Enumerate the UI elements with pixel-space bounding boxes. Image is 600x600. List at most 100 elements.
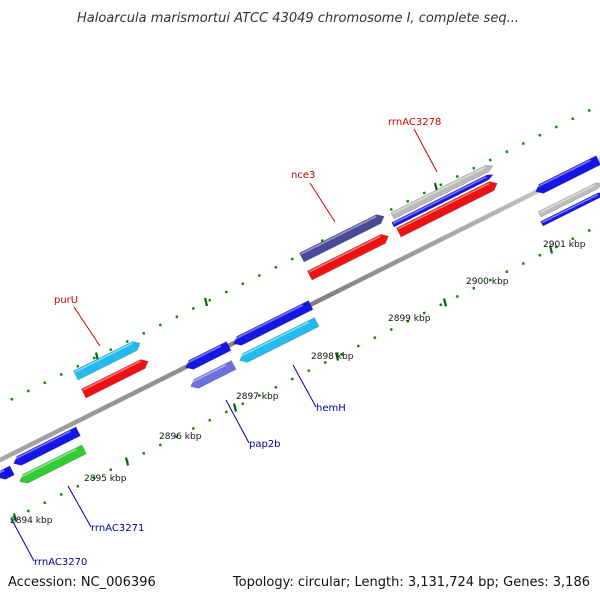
minor-tick	[505, 270, 509, 274]
gene-arrow	[233, 300, 314, 346]
gene-leader-line	[67, 485, 92, 528]
gene-leader-line	[73, 306, 101, 347]
minor-tick	[422, 191, 426, 195]
tick-label: 2895 kbp	[84, 474, 127, 484]
minor-tick	[109, 468, 113, 472]
minor-tick	[26, 509, 30, 513]
minor-tick	[307, 369, 311, 373]
minor-tick	[406, 199, 410, 203]
gene-arrow	[13, 426, 81, 466]
gene-arrow	[0, 465, 15, 480]
minor-tick	[571, 237, 575, 241]
gene-arrow-highlight	[0, 469, 5, 474]
minor-tick	[241, 282, 245, 286]
minor-tick	[587, 229, 591, 232]
minor-tick	[59, 493, 63, 496]
gene-labels: purU nce3 rrnAC3278 rrnAC3270 rrnAC3271 pap2b…	[11, 117, 441, 568]
gene-features	[0, 155, 600, 484]
minor-tick	[59, 373, 63, 376]
tick-labels: 2894 kbp 2895 kbp 2896 kbp 2897 kbp 2898 kbp…	[10, 240, 586, 526]
gene-leader-line	[225, 399, 250, 444]
minor-tick	[142, 451, 146, 455]
gene-leader-line	[292, 364, 317, 408]
gene-arrow	[190, 360, 237, 389]
gene-arrow	[535, 155, 600, 194]
minor-tick	[340, 352, 344, 356]
minor-tick	[175, 315, 179, 319]
tick-label: 2900 kbp	[466, 277, 509, 287]
minor-tick	[92, 476, 96, 480]
gene-leader-line	[309, 182, 336, 223]
map-title: Haloarcula marismortui ATCC 43049 chromo…	[77, 11, 519, 26]
minor-tick	[208, 298, 212, 302]
minor-tick	[158, 443, 162, 447]
minor-tick	[521, 262, 525, 265]
minor-tick	[538, 133, 542, 137]
accession-text: Accession: NC_006396	[8, 575, 156, 590]
minor-tick	[241, 402, 245, 406]
minor-tick	[389, 208, 393, 211]
gene-arrow	[239, 317, 320, 363]
minor-tick	[274, 265, 278, 269]
gene-arrow-highlight	[184, 345, 222, 365]
gene-arrow	[390, 165, 494, 220]
gene-arrow	[299, 214, 385, 263]
major-tick	[232, 403, 238, 412]
minor-tick	[472, 286, 476, 290]
major-tick	[12, 513, 18, 522]
gene-arrow-highlight	[534, 159, 591, 189]
gene-label: rrnAC3271	[91, 523, 144, 534]
minor-tick	[208, 418, 212, 422]
minor-tick	[455, 175, 459, 178]
tick-label: 2896 kbp	[159, 432, 202, 442]
minor-tick	[175, 435, 179, 439]
major-tick	[203, 297, 209, 307]
gene-arrow-highlight	[232, 304, 304, 341]
gene-arrow-highlight	[18, 448, 77, 479]
minor-tick	[191, 307, 195, 310]
gene-leader-line	[413, 128, 438, 173]
tick-label: 2901 kbp	[543, 240, 586, 250]
minor-tick	[406, 319, 410, 323]
minor-tick	[422, 311, 426, 315]
gene-arrow	[19, 444, 87, 484]
minor-tick	[43, 381, 47, 385]
gene-arrow	[391, 174, 494, 228]
tick-label: 2899 kbp	[388, 314, 431, 324]
minor-tick	[521, 142, 525, 145]
minor-tick	[356, 344, 360, 348]
minor-tick	[92, 356, 96, 360]
gene-arrow	[396, 181, 498, 238]
gene-arrow-highlight	[82, 360, 141, 391]
minor-tick	[109, 348, 113, 352]
minor-tick	[26, 389, 30, 393]
tick-label: 2894 kbp	[10, 516, 53, 526]
gene-arrow-highlight	[300, 215, 377, 255]
gene-arrow	[81, 359, 149, 399]
gene-label: nce3	[291, 170, 315, 181]
minor-tick	[439, 183, 443, 187]
gene-arrow-highlight	[397, 182, 490, 230]
gene-leader-line	[11, 519, 35, 562]
minor-tick	[389, 328, 393, 331]
minor-tick	[76, 484, 80, 488]
minor-tick	[76, 364, 80, 368]
major-tick	[442, 298, 448, 307]
major-tick	[433, 182, 439, 192]
minor-tick	[257, 394, 261, 397]
minor-tick	[439, 303, 443, 307]
gene-arrow-highlight	[238, 321, 310, 358]
gene-label: rrnAC3278	[388, 117, 441, 128]
minor-tick	[290, 377, 294, 381]
tick-label: 2898 kbp	[311, 352, 354, 362]
tick-label: 2897 kbp	[236, 392, 279, 402]
gene-arrow-highlight	[392, 176, 487, 225]
gene-arrow	[73, 341, 141, 381]
minor-tick	[538, 253, 542, 257]
gene-label: purU	[54, 295, 78, 306]
gene-arrow-highlight	[308, 235, 382, 273]
minor-tick	[488, 278, 492, 282]
minor-tick	[455, 295, 459, 298]
minor-tick	[323, 361, 327, 364]
